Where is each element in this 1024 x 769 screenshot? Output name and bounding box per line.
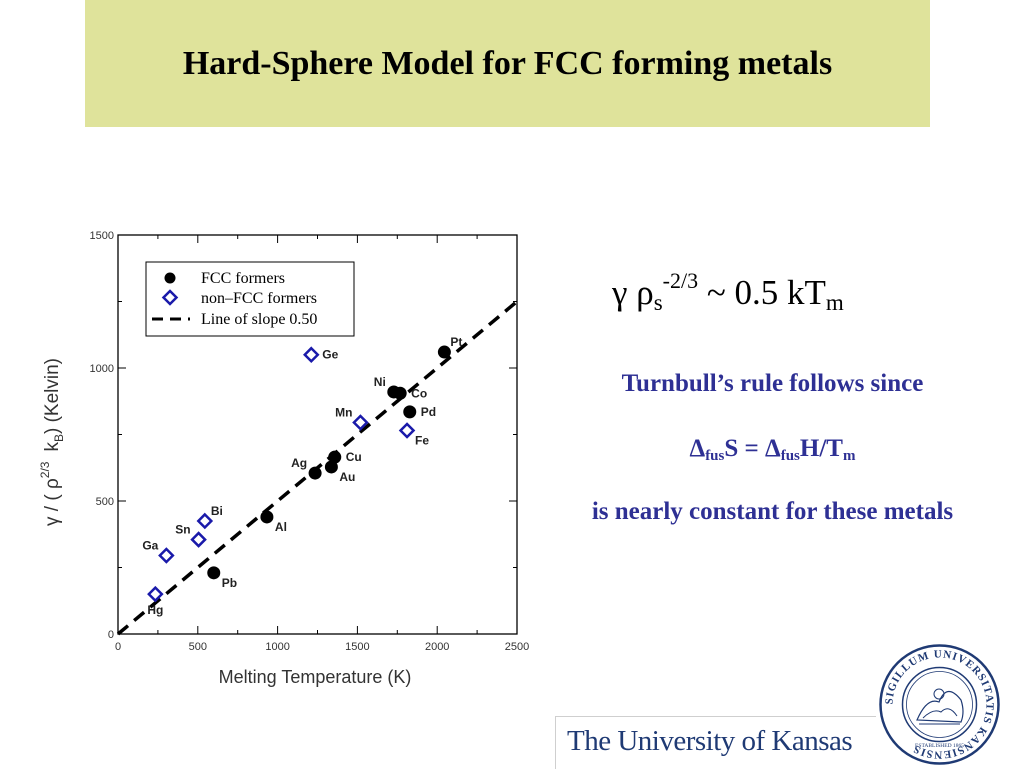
point-label: Mn [335, 406, 352, 420]
formula-rhs-sub: m [825, 290, 844, 315]
point-label: Pb [222, 576, 237, 590]
legend-non-fcc-label: non–FCC formers [201, 290, 317, 307]
point-label: Ge [322, 348, 338, 362]
legend: FCC formers non–FCC formers Line of slop… [145, 261, 355, 337]
point-label: Sn [175, 523, 190, 537]
x-tick-label: 1500 [345, 641, 369, 653]
point-label: Bi [211, 504, 223, 518]
x-tick-label: 0 [115, 641, 121, 653]
axis-ticks [117, 234, 518, 635]
equation-middle: S = [724, 435, 766, 462]
fcc-point [437, 345, 451, 359]
formula-exponent: -2/3 [662, 268, 699, 293]
y-tick-label: 500 [96, 496, 114, 508]
point-label: Pt [450, 335, 462, 349]
y-tick-label: 1500 [90, 230, 114, 242]
y-axis-title-b: k [42, 442, 63, 452]
y-axis-title-sub: B [52, 434, 66, 442]
point-labels: Pt Ni Co Pd Cu Au Ag Al Pb Ge Mn Fe Bi Sn Ga Hg [142, 335, 462, 617]
university-name: The University of Kansas [567, 725, 853, 757]
non-fcc-point [190, 531, 207, 548]
point-label: Co [411, 386, 427, 400]
data-points [147, 345, 451, 603]
fcc-point [260, 510, 274, 524]
formula-rhs: ~ 0.5 kT [698, 273, 826, 312]
point-label: Hg [147, 603, 163, 617]
x-tick-label: 500 [189, 641, 207, 653]
y-axis-title: γ / ( ρ2/3 kB) (Kelvin) [38, 358, 66, 526]
formula-gamma-rho: γ ρs-2/3 ~ 0.5 kTm [612, 268, 844, 316]
formula-gamma: γ [612, 273, 628, 312]
point-label: Ag [291, 456, 307, 470]
scatter-chart: 0 500 1000 1500 2000 2500 0 500 1000 1500 Pt Ni Co… [38, 230, 529, 687]
legend-fcc-label: FCC formers [201, 270, 285, 287]
non-fcc-point [147, 585, 164, 603]
fus-subscript-2: fus [780, 448, 800, 464]
delta-symbol: Δ [689, 435, 706, 462]
non-fcc-point [303, 346, 320, 363]
non-fcc-point [196, 512, 214, 530]
non-fcc-point [158, 547, 175, 564]
x-tick-label: 2500 [505, 641, 529, 653]
title-bar: Hard-Sphere Model for FCC forming metals [85, 0, 930, 127]
point-label: Ni [374, 375, 386, 389]
legend-box [145, 261, 355, 337]
y-tick-labels: 0 500 1000 1500 [90, 230, 114, 641]
university-seal-icon: SIGILLUM UNIVERSITATIS KANSIENSIS ESTABL… [879, 644, 1000, 765]
x-tick-labels: 0 500 1000 1500 2000 2500 [115, 641, 529, 653]
point-label: Pd [421, 405, 436, 419]
delta-symbol-2: Δ [765, 435, 781, 462]
x-tick-label: 1000 [265, 641, 289, 653]
point-label: Ga [142, 539, 158, 553]
equation-end: H/T [799, 435, 843, 462]
constant-text: is nearly constant for these metals [591, 498, 954, 525]
fcc-point [308, 466, 322, 480]
turnbull-rule-text: Turnbull’s rule follows since [621, 370, 924, 397]
point-label: Au [339, 470, 355, 484]
fcc-point [324, 460, 338, 474]
non-fcc-point [352, 414, 369, 431]
fcc-point [393, 386, 407, 400]
fus-subscript: fus [705, 448, 725, 464]
formula-rho: ρ [636, 273, 654, 312]
university-logo-box: The University of Kansas [555, 716, 876, 769]
y-axis-title-c: ) (Kelvin) [42, 358, 63, 434]
slide-title: Hard-Sphere Model for FCC forming metals [182, 44, 833, 82]
y-axis-title-exp: 2/3 [38, 461, 52, 478]
non-fcc-point [398, 422, 416, 439]
point-label: Cu [346, 450, 362, 464]
point-label: Fe [415, 434, 429, 448]
point-label: Al [275, 520, 287, 534]
entropy-equation: ΔfusS = ΔfusH/Tm [560, 435, 985, 465]
legend-non-fcc-marker [161, 289, 179, 306]
fcc-point [328, 450, 342, 464]
legend-line-label: Line of slope 0.50 [201, 311, 317, 328]
m-subscript: m [842, 448, 856, 464]
x-axis-title: Melting Temperature (K) [219, 667, 412, 687]
legend-fcc-marker [164, 272, 176, 284]
y-tick-label: 1000 [90, 363, 114, 375]
y-axis-title-a: γ / ( ρ [42, 478, 63, 526]
seal-established: ESTABLISHED 1865 [915, 743, 964, 749]
y-tick-label: 0 [108, 629, 114, 641]
x-tick-label: 2000 [425, 641, 449, 653]
formula-rho-sub: s [653, 290, 663, 315]
fcc-point [207, 566, 221, 580]
fcc-point [403, 405, 417, 419]
